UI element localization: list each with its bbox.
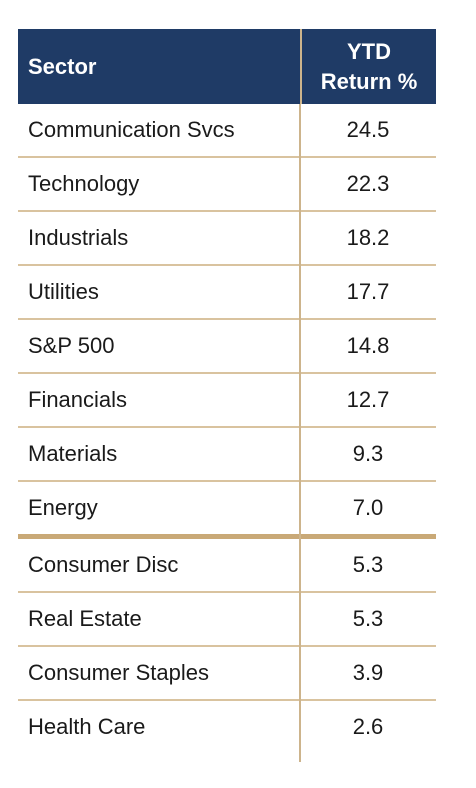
sector-name: Consumer Disc [28,552,179,577]
sector-name: Consumer Staples [28,660,209,685]
sector-name: Technology [28,171,140,196]
sector-name: Industrials [28,225,129,250]
table-row: Technology 22.3 [18,158,436,212]
ytd-return-value: 2.6 [352,714,384,739]
table-row: Health Care 2.6 [18,701,436,753]
ytd-return-value: 24.5 [346,117,390,142]
ytd-return-value: 17.7 [346,279,390,304]
table-row: Materials 9.3 [18,428,436,482]
sector-name: Utilities [28,279,99,304]
sector-name: Communication Svcs [28,117,235,142]
rows-top-group: Communication Svcs 24.5 Technology 22.3 … [18,104,436,534]
table-row: Financials 12.7 [18,374,436,428]
sector-name: S&P 500 [28,333,115,358]
ytd-return-value: 14.8 [346,333,390,358]
ytd-return-value: 5.3 [352,552,384,577]
table-row: Consumer Disc 5.3 [18,539,436,593]
ytd-return-value: 12.7 [346,387,390,412]
ytd-return-value: 22.3 [346,171,390,196]
table-row: S&P 500 14.8 [18,320,436,374]
table-row: Real Estate 5.3 [18,593,436,647]
table-row: Consumer Staples 3.9 [18,647,436,701]
ytd-return-value: 18.2 [346,225,390,250]
table-row: Energy 7.0 [18,482,436,534]
ytd-return-value: 9.3 [352,441,384,466]
ytd-return-value: 3.9 [352,660,384,685]
sector-name: Materials [28,441,118,466]
ytd-return-value: 7.0 [352,495,384,520]
header-ytd-label: YTD [347,38,391,64]
header-sector: Sector [28,53,97,79]
rows-bottom-group: Consumer Disc 5.3 Real Estate 5.3 Consum… [18,539,436,753]
table-row: Communication Svcs 24.5 [18,104,436,158]
column-divider-line [299,104,301,762]
ytd-return-value: 5.3 [352,606,384,631]
sector-name: Energy [28,495,98,520]
group-divider [18,534,436,539]
sector-name: Real Estate [28,606,142,631]
header-ytd-return: YTD Return % [302,29,436,104]
sector-returns-table: Sector YTD Return % Communication Svcs 2… [18,29,436,753]
table-row: Utilities 17.7 [18,266,436,320]
table-header: Sector YTD Return % [18,29,436,104]
sector-name: Financials [28,387,128,412]
header-return-label: Return % [320,68,418,94]
sector-name: Health Care [28,714,146,739]
header-column-separator [300,29,302,104]
table-row: Industrials 18.2 [18,212,436,266]
